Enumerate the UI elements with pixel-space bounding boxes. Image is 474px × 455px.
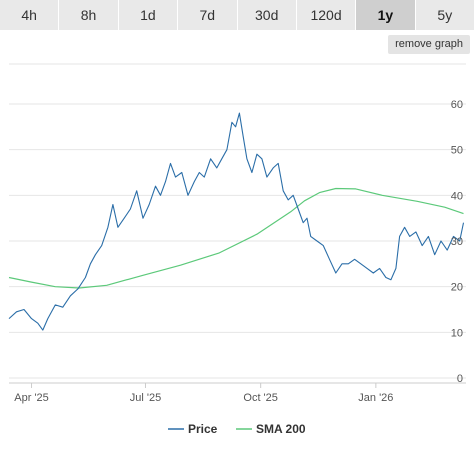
tick-layer: 0 10 20 30 40 50 60 Apr '25 Jul '25 Oct '25 Jan '2… bbox=[14, 99, 463, 404]
remove-graph-button[interactable]: remove graph bbox=[388, 35, 470, 54]
grid-layer bbox=[9, 63, 466, 388]
x-tick-label: Apr '25 bbox=[14, 392, 49, 404]
range-button-30d[interactable]: 30d bbox=[237, 0, 297, 30]
range-button-8h[interactable]: 8h bbox=[59, 0, 119, 30]
range-button-7d[interactable]: 7d bbox=[178, 0, 238, 30]
y-tick-label: 20 bbox=[451, 282, 463, 294]
series-line-sma-200 bbox=[8, 187, 464, 289]
legend-label: Price bbox=[188, 422, 218, 436]
legend-item-price[interactable]: Price bbox=[168, 422, 218, 436]
range-button-4h[interactable]: 4h bbox=[0, 0, 60, 30]
x-tick-label: Jan '26 bbox=[358, 392, 393, 404]
range-button-5y[interactable]: 5y bbox=[415, 0, 474, 30]
x-tick-label: Oct '25 bbox=[243, 392, 278, 404]
x-tick-label: Jul '25 bbox=[130, 392, 161, 404]
legend-item-sma-200[interactable]: SMA 200 bbox=[236, 422, 306, 436]
y-tick-label: 0 bbox=[457, 373, 463, 385]
y-tick-label: 60 bbox=[451, 99, 463, 111]
y-tick-label: 10 bbox=[451, 327, 463, 339]
legend-label: SMA 200 bbox=[256, 422, 306, 436]
range-button-1d[interactable]: 1d bbox=[118, 0, 179, 30]
y-tick-label: 30 bbox=[451, 236, 463, 248]
y-tick-label: 40 bbox=[451, 190, 463, 202]
range-selector: 4h 8h 1d 7d 30d 120d 1y 5y bbox=[0, 0, 474, 30]
range-button-120d[interactable]: 120d bbox=[296, 0, 357, 30]
range-button-1y[interactable]: 1y bbox=[356, 0, 416, 30]
series-line-price bbox=[8, 112, 465, 331]
legend: Price SMA 200 bbox=[168, 422, 306, 436]
y-tick-label: 50 bbox=[451, 145, 463, 157]
series-layer bbox=[8, 112, 465, 331]
